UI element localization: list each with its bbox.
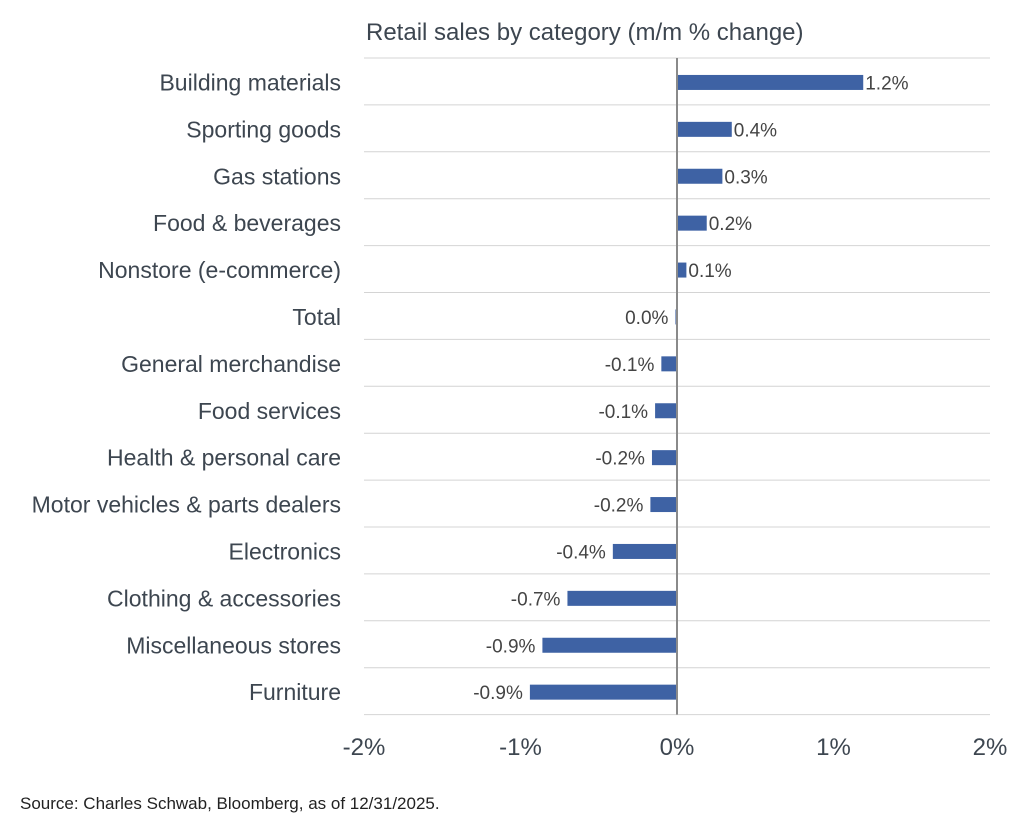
x-tick-label: -1% [499, 734, 542, 761]
bars [529, 74, 864, 700]
bar [612, 543, 677, 559]
x-tick-label: 2% [973, 734, 1008, 761]
bar [677, 215, 707, 231]
bar [677, 121, 732, 137]
x-tick-label: 0% [660, 734, 695, 761]
bar [651, 450, 677, 466]
data-label: -0.2% [595, 449, 645, 470]
category-label: Electronics [229, 538, 341, 564]
data-label: 0.4% [734, 120, 777, 141]
chart-title: Retail sales by category (m/m % change) [366, 19, 804, 46]
data-label: -0.7% [511, 589, 561, 610]
category-labels: Building materials Sporting goods Gas stat… [32, 69, 341, 705]
category-label: Food & beverages [153, 210, 341, 236]
category-label: Food services [198, 398, 341, 424]
x-tick-labels: -2% -1% 0% 1% 2% [343, 734, 1008, 761]
bar [677, 74, 864, 90]
data-label: 1.2% [865, 73, 908, 94]
bar [542, 637, 677, 653]
bar [529, 684, 677, 700]
category-label: Furniture [249, 679, 341, 705]
category-label: Building materials [159, 69, 341, 95]
bar [677, 168, 723, 184]
category-label: Motor vehicles & parts dealers [32, 492, 341, 518]
x-tick-label: 1% [816, 734, 851, 761]
category-label: Gas stations [213, 163, 341, 189]
category-label: Health & personal care [107, 445, 341, 471]
category-label: Clothing & accessories [107, 585, 341, 611]
data-label: -0.1% [605, 355, 655, 376]
data-label: -0.9% [473, 683, 523, 704]
category-label: General merchandise [121, 351, 341, 377]
category-label: Miscellaneous stores [126, 632, 341, 658]
bar [661, 356, 677, 372]
category-label: Total [292, 304, 341, 330]
data-label: -0.4% [556, 542, 606, 563]
bar [677, 262, 687, 278]
bar [655, 403, 677, 419]
category-label: Nonstore (e-commerce) [98, 257, 341, 283]
chart: Retail sales by category (m/m % change) … [32, 19, 1008, 761]
data-label: 0.3% [724, 167, 767, 188]
x-tick-label: -2% [343, 734, 386, 761]
bar [650, 497, 677, 513]
bar [567, 590, 677, 606]
data-label: 0.1% [688, 261, 731, 282]
data-label: 0.0% [625, 308, 668, 329]
category-label: Sporting goods [186, 116, 341, 142]
source-note: Source: Charles Schwab, Bloomberg, as of… [20, 794, 440, 813]
data-label: 0.2% [709, 214, 752, 235]
data-label: -0.1% [598, 402, 648, 423]
data-label: -0.2% [594, 496, 644, 517]
data-label: -0.9% [486, 636, 536, 657]
data-labels: 1.2% 0.4% 0.3% 0.2% 0.1% 0.0% -0.1% -0.1% -0.2% -… [473, 73, 908, 704]
